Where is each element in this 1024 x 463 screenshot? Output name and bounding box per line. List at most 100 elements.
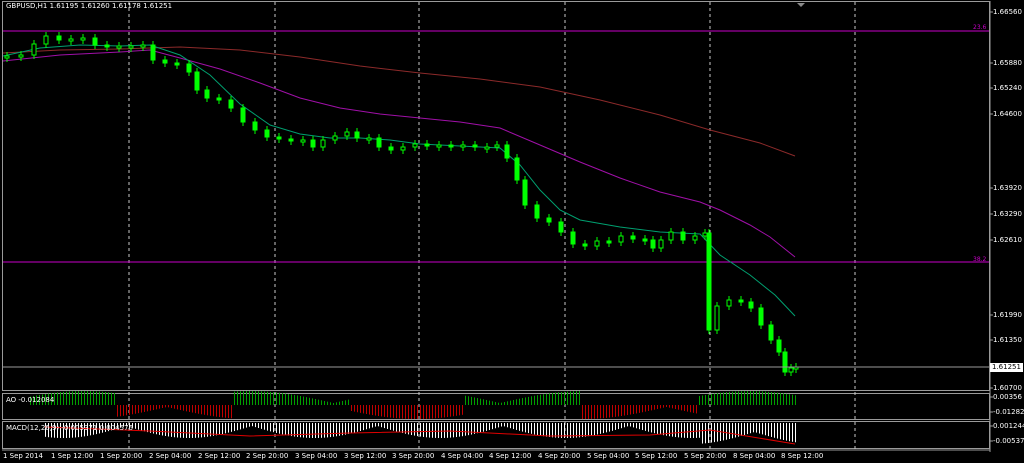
macd-bar [639,423,640,430]
candle-body [424,143,430,147]
ao-bar [675,405,676,410]
ao-bar [762,391,763,405]
macd-bar [309,423,310,438]
macd-bar [612,423,613,431]
ao-bar [726,392,727,405]
price-axis-label: 1.65880 [993,59,1022,67]
candle-body [264,129,270,138]
price-axis-label: 1.64600 [993,110,1022,118]
ao-bar [246,391,247,405]
candle-body [514,157,520,181]
macd-bar [423,423,424,437]
ao-bar [612,405,613,418]
macd-bar [585,423,586,437]
macd-bar [795,423,796,443]
macd-bar [465,423,466,436]
candle-body [594,240,600,247]
ao-bar [222,405,223,418]
chart-menu-arrow-icon[interactable] [797,3,805,7]
macd-bar [276,423,277,433]
ao-bar [282,393,283,405]
ao-bar [243,391,244,405]
macd-bar [414,423,415,436]
macd-bar [432,423,433,438]
macd-bar [285,423,286,435]
macd-bar [177,423,178,438]
ao-bar [276,392,277,405]
candle-body [758,307,764,326]
macd-bar [591,423,592,436]
current-price-badge: 1.61251 [990,363,1023,372]
macd-bar [651,423,652,433]
macd-bar [459,423,460,437]
macd-bar [582,423,583,437]
macd-bar [174,423,175,438]
macd-bar [765,423,766,436]
macd-bar [429,423,430,438]
macd-bar [759,423,760,434]
macd-bar [156,423,157,435]
macd-bar [108,423,109,432]
ao-bar [516,399,517,405]
macd-bar [300,423,301,438]
ao-bar [366,405,367,414]
candle-body [558,221,564,233]
macd-bar [261,423,262,429]
ao-bar [573,391,574,405]
ao-bar [783,393,784,405]
ao-bar [273,392,274,405]
ao-bar [447,405,448,418]
ao-bar [795,395,796,405]
macd-bar [552,423,553,438]
ao-bar [519,398,520,405]
macd-bar [717,423,718,442]
ao-bar [723,392,724,405]
ao-bar [624,405,625,416]
ao-bar [597,405,598,419]
ao-bar [231,405,232,419]
time-axis-label: 5 Sep 20:00 [684,452,727,460]
time-axis-label: 5 Sep 04:00 [587,452,630,460]
macd-bar [705,423,706,444]
ao-bar [645,405,646,412]
ao-bar [324,400,325,405]
ao-bar [207,405,208,416]
macd-bar [738,423,739,437]
candle-body [240,107,246,123]
candle-body [4,55,10,59]
macd-bar [531,423,532,434]
ao-bar [396,405,397,419]
macd-bar [216,423,217,436]
ao-bar [333,402,334,405]
macd-bar [228,423,229,433]
macd-bar [195,423,196,438]
macd-bar [513,423,514,430]
macd-bar [189,423,190,438]
candle-body [412,143,418,148]
ao-bar [471,396,472,405]
macd-bar [600,423,601,434]
ao-bar [399,405,400,419]
candle-body [140,44,146,48]
ao-bar [756,391,757,405]
macd-bar [87,423,88,436]
macd-bar [522,423,523,432]
axis-ticks [990,11,993,442]
ao-bar [774,392,775,405]
macd-bar [111,423,112,431]
macd-bar [351,423,352,434]
ao-bar [741,391,742,405]
macd-signal-line [44,426,796,445]
ao-bar [258,391,259,405]
ao-bar [381,405,382,417]
ao-bar [777,392,778,405]
macd-bar [711,423,712,443]
ao-bar [357,405,358,413]
ao-bar [402,405,403,419]
candle-body [344,131,350,137]
candle-body [388,146,394,151]
ao-bar [585,405,586,419]
candle-body [92,37,98,46]
ao-bar [249,391,250,405]
